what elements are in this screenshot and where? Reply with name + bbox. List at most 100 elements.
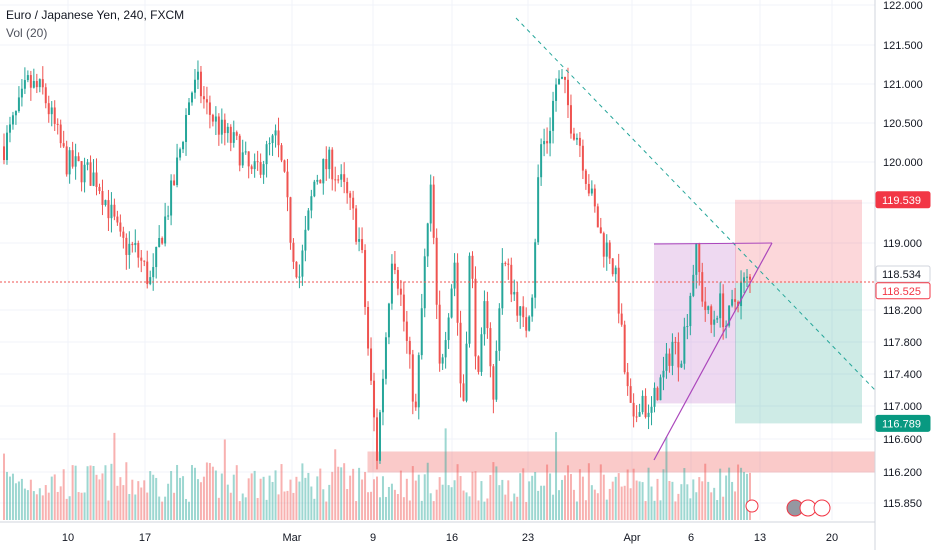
candle-body: [199, 71, 202, 97]
time-axis[interactable]: 10 17 Mar 9 16 23 Apr 6 13 20: [0, 521, 875, 544]
volume-bar: [447, 485, 450, 520]
price-label-text: 118.525: [882, 286, 921, 298]
candle-body: [119, 222, 122, 232]
volume-bar: [704, 463, 707, 520]
volume-bar: [364, 471, 367, 520]
candle-body: [546, 141, 549, 144]
price-tick-label: 116.200: [883, 467, 922, 479]
candle-body: [462, 383, 465, 401]
candle-body: [444, 340, 447, 358]
volume-bar: [274, 470, 277, 520]
candle-body: [367, 306, 370, 349]
volume-bar: [465, 492, 468, 520]
candle-body: [217, 116, 220, 135]
candle-body: [689, 295, 692, 327]
volume-bar: [569, 474, 572, 520]
time-tick-label: 16: [446, 532, 458, 544]
volume-bar: [390, 483, 393, 520]
candle-body: [304, 229, 307, 251]
volume-bar: [450, 487, 453, 520]
candle-body: [432, 184, 435, 238]
candle-body: [65, 146, 68, 175]
candle-body: [384, 337, 387, 379]
volume-bar: [134, 494, 137, 520]
volume-bar: [405, 478, 408, 520]
candle-body: [164, 216, 167, 244]
volume-bar: [355, 501, 358, 520]
candle-body: [98, 186, 101, 192]
candle-body: [277, 130, 280, 146]
candle-body: [352, 197, 355, 209]
volume-bar: [713, 487, 716, 520]
volume-indicator-label[interactable]: Vol (20): [6, 26, 48, 40]
candle-body: [552, 100, 555, 131]
volume-bar: [83, 492, 86, 520]
candle-body: [146, 261, 149, 285]
candle-body: [710, 306, 713, 325]
volume-bar: [572, 489, 575, 520]
candle-body: [74, 156, 77, 167]
volume-bar: [396, 494, 399, 520]
volume-bar: [205, 462, 208, 520]
volume-bar: [599, 464, 602, 520]
candle-body: [322, 159, 325, 184]
volume-bar: [743, 471, 746, 520]
candle-body: [581, 145, 584, 171]
candle-body: [516, 291, 519, 316]
price-tick-label: 120.500: [883, 118, 923, 130]
volume-bar: [411, 466, 414, 520]
candle-body: [653, 387, 656, 407]
candle-body: [185, 114, 188, 142]
volume-bar: [5, 471, 8, 520]
volume-bar: [286, 490, 289, 520]
price-axis[interactable]: 122.000 121.500 121.000 120.500 120.000 119.5…: [874, 0, 931, 550]
volume-bar: [650, 486, 653, 520]
volume-bar: [26, 490, 29, 520]
volume-bar: [167, 483, 170, 520]
candle-body: [596, 206, 599, 228]
price-tick-label: 116.600: [883, 434, 922, 446]
volume-bar: [441, 484, 444, 520]
candle-body: [471, 255, 474, 279]
candle-body: [701, 272, 704, 302]
candle-body: [8, 124, 11, 133]
volume-bar: [310, 486, 313, 520]
candle-body: [128, 243, 131, 255]
candle-body: [47, 103, 50, 115]
price-label-bg: [875, 414, 931, 432]
candle-body: [152, 267, 155, 278]
volume-bar: [131, 479, 134, 520]
volume-bar: [38, 488, 41, 520]
price-tick-label: 119.000: [883, 238, 922, 250]
volume-bar: [20, 478, 23, 520]
candle-body: [435, 237, 438, 305]
volume-bar: [462, 490, 465, 520]
volume-bar: [223, 439, 226, 520]
candle-body: [549, 130, 552, 144]
candle-body: [695, 243, 698, 275]
candle-body: [250, 166, 253, 170]
volume-bar: [659, 500, 662, 520]
volume-bar: [104, 465, 107, 520]
candle-body: [193, 79, 196, 93]
candle-body: [340, 174, 343, 180]
candle-body: [692, 274, 695, 296]
volume-bar: [522, 468, 525, 520]
candle-body: [170, 180, 173, 216]
volume-bar: [53, 474, 56, 520]
candle-body: [671, 341, 674, 366]
volume-bar: [107, 500, 110, 520]
candle-body: [131, 243, 134, 246]
volume-bar: [507, 480, 510, 520]
volume-bar: [668, 480, 671, 520]
candle-body: [92, 172, 95, 186]
symbol-title[interactable]: Euro / Japanese Yen, 240, FXCM: [6, 8, 185, 22]
candle-body: [292, 242, 295, 262]
volume-bar: [632, 468, 635, 520]
candle-body: [29, 75, 32, 88]
volume-bar: [563, 475, 566, 520]
volume-bar: [62, 469, 65, 520]
volume-bar: [370, 491, 373, 520]
